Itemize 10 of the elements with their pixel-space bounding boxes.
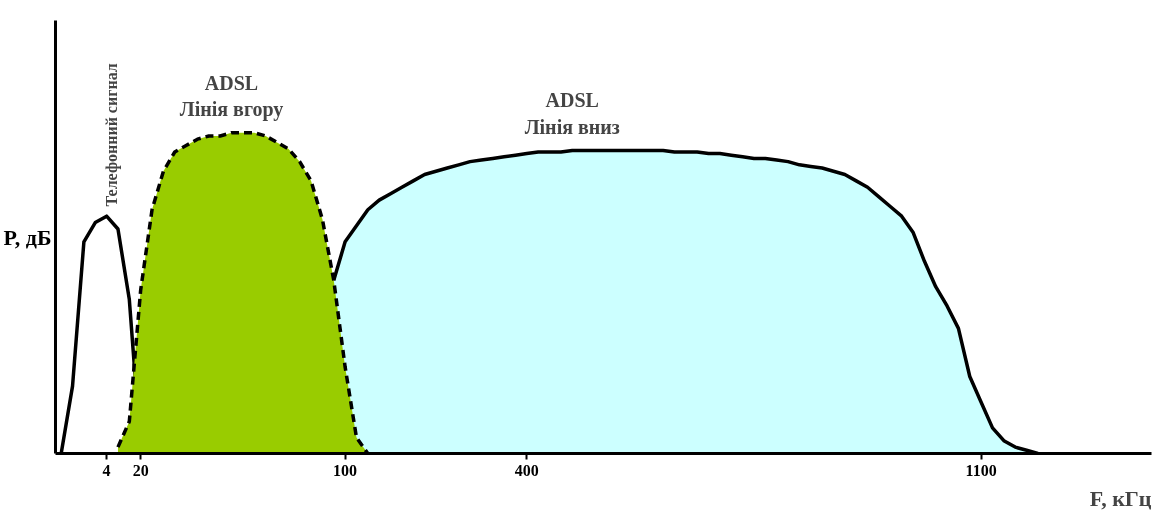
series-label: ADSL Лінія вниз bbox=[524, 89, 620, 138]
x-axis-title: F, кГц bbox=[1089, 485, 1152, 511]
y-axis-title: P, дБ bbox=[3, 224, 52, 250]
x-tick-label: 4 bbox=[102, 461, 111, 479]
x-tick-label: 1100 bbox=[965, 461, 997, 479]
series-label: ADSL Лінія вгору bbox=[179, 71, 284, 121]
x-tick-label: 400 bbox=[514, 461, 539, 479]
x-tick-label: 20 bbox=[132, 461, 149, 479]
text: Телефонний сигнал bbox=[102, 63, 121, 207]
x-tick-label: 100 bbox=[333, 461, 358, 479]
